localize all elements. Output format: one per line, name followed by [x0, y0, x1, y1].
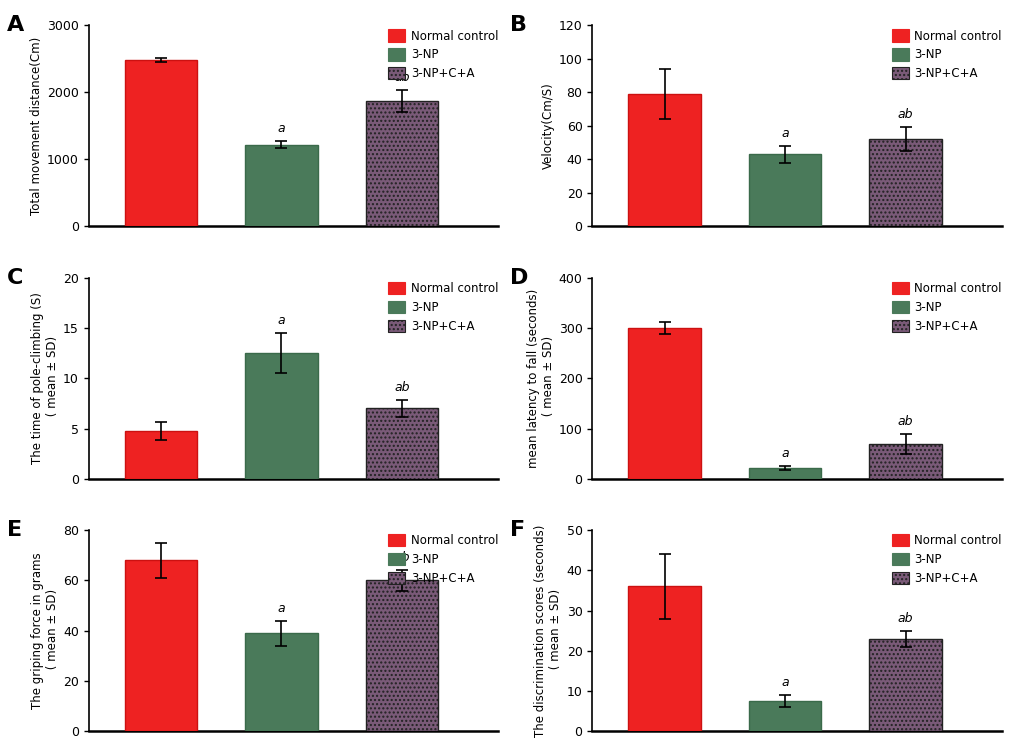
Bar [124, 60, 197, 226]
Text: a: a [277, 314, 285, 327]
Legend: Normal control, 3-NP, 3-NP+C+A: Normal control, 3-NP, 3-NP+C+A [889, 27, 1004, 82]
Legend: Normal control, 3-NP, 3-NP+C+A: Normal control, 3-NP, 3-NP+C+A [385, 532, 500, 587]
Text: E: E [6, 520, 21, 540]
Text: a: a [277, 122, 285, 135]
Text: a: a [277, 602, 285, 615]
Y-axis label: Total movement distance(Cm): Total movement distance(Cm) [30, 37, 43, 215]
Text: ab: ab [393, 71, 410, 84]
Bar [366, 581, 437, 731]
Bar [628, 328, 700, 479]
Text: B: B [510, 15, 527, 36]
Bar [868, 639, 941, 731]
Y-axis label: The time of pole-climbing (S)
 ( mean ± SD): The time of pole-climbing (S) ( mean ± S… [31, 293, 59, 464]
Y-axis label: mean latency to fall (seconds)
 ( mean ± SD): mean latency to fall (seconds) ( mean ± … [526, 289, 554, 468]
Bar [868, 139, 941, 226]
Text: ab: ab [393, 551, 410, 564]
Text: a: a [781, 676, 788, 689]
Text: a: a [781, 447, 788, 460]
Bar [748, 701, 820, 731]
Text: ab: ab [897, 612, 912, 624]
Text: A: A [6, 15, 23, 36]
Y-axis label: Velocity(Cm/S): Velocity(Cm/S) [541, 82, 554, 169]
Text: C: C [6, 268, 23, 287]
Bar [628, 587, 700, 731]
Bar [748, 468, 820, 479]
Text: ab: ab [393, 381, 410, 395]
Bar [748, 154, 820, 226]
Text: F: F [510, 520, 525, 540]
Y-axis label: The discrimination scores (seconds)
 ( mean ± SD): The discrimination scores (seconds) ( me… [534, 525, 561, 737]
Bar [124, 560, 197, 731]
Legend: Normal control, 3-NP, 3-NP+C+A: Normal control, 3-NP, 3-NP+C+A [889, 532, 1004, 587]
Text: ab: ab [897, 414, 912, 428]
Text: a: a [781, 127, 788, 140]
Legend: Normal control, 3-NP, 3-NP+C+A: Normal control, 3-NP, 3-NP+C+A [889, 280, 1004, 335]
Bar [366, 101, 437, 226]
Legend: Normal control, 3-NP, 3-NP+C+A: Normal control, 3-NP, 3-NP+C+A [385, 280, 500, 335]
Bar [245, 634, 317, 731]
Text: D: D [510, 268, 528, 287]
Bar [124, 431, 197, 479]
Bar [366, 408, 437, 479]
Text: ab: ab [897, 108, 912, 122]
Bar [868, 444, 941, 479]
Bar [245, 144, 317, 226]
Bar [628, 94, 700, 226]
Bar [245, 353, 317, 479]
Legend: Normal control, 3-NP, 3-NP+C+A: Normal control, 3-NP, 3-NP+C+A [385, 27, 500, 82]
Y-axis label: The griping force in grams
 ( mean ± SD): The griping force in grams ( mean ± SD) [31, 553, 58, 709]
